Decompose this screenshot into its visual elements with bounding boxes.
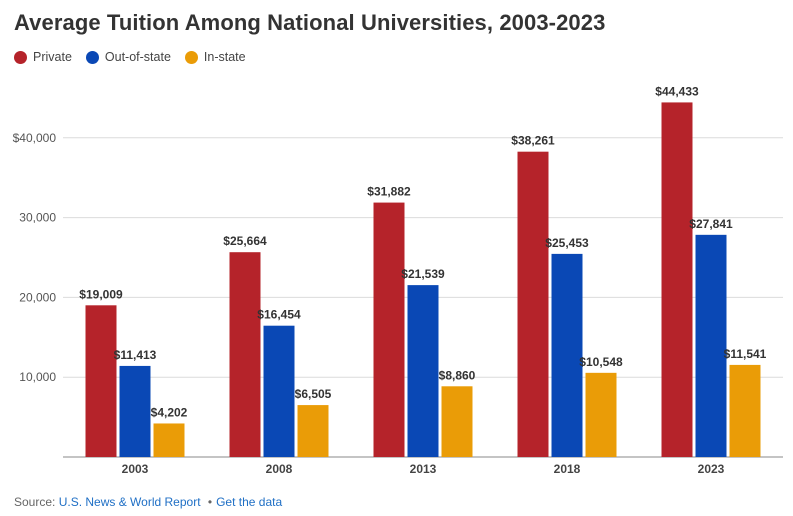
legend: Private Out-of-state In-state: [14, 50, 260, 64]
x-tick-label: 2008: [266, 462, 293, 476]
legend-swatch-out-of-state: [85, 50, 99, 64]
legend-swatch-in-state: [184, 50, 198, 64]
source-link[interactable]: U.S. News & World Report: [58, 495, 201, 509]
chart-title: Average Tuition Among National Universit…: [14, 10, 606, 35]
y-tick-label: 10,000: [19, 370, 56, 384]
bar-in-state-2003: [153, 423, 185, 457]
data-label: $10,548: [579, 355, 623, 369]
data-label: $38,261: [511, 134, 555, 148]
data-label: $21,539: [401, 267, 445, 281]
legend-item-in-state: In-state: [184, 50, 246, 64]
bar-out-of-state-2013: [407, 285, 439, 457]
data-label: $6,505: [295, 387, 332, 401]
data-label: $11,413: [114, 348, 157, 362]
bar-in-state-2018: [585, 372, 617, 457]
data-label: $31,882: [367, 185, 411, 199]
data-label: $8,860: [439, 368, 476, 382]
legend-label-out-of-state: Out-of-state: [104, 50, 171, 64]
bar-private-2023: [661, 102, 693, 458]
legend-item-out-of-state: Out-of-state: [85, 50, 171, 64]
get-data-link[interactable]: Get the data: [216, 495, 283, 509]
footer: Source: U.S. News & World Report • Get th…: [14, 495, 282, 509]
x-tick-label: 2003: [122, 462, 149, 476]
y-tick-label: 30,000: [19, 211, 56, 225]
source-label: Source:: [14, 495, 56, 509]
y-tick-label: 20,000: [19, 290, 56, 304]
legend-label-private: Private: [33, 50, 72, 64]
x-tick-label: 2013: [410, 462, 437, 476]
bar-private-2013: [373, 202, 405, 457]
data-label: $16,454: [257, 308, 301, 322]
bar-out-of-state-2018: [551, 253, 583, 457]
data-label: $27,841: [689, 217, 733, 231]
bar-out-of-state-2003: [119, 365, 151, 457]
bar-out-of-state-2023: [695, 234, 727, 457]
legend-label-in-state: In-state: [203, 50, 246, 64]
data-label: $25,664: [223, 234, 267, 248]
data-label: $25,453: [545, 236, 589, 250]
legend-item-private: Private: [14, 50, 72, 64]
bar-in-state-2008: [297, 405, 329, 457]
data-label: $44,433: [655, 84, 699, 98]
bar-out-of-state-2008: [263, 325, 295, 457]
footer-separator: •: [207, 495, 213, 509]
bar-in-state-2023: [729, 364, 761, 457]
bar-in-state-2013: [441, 386, 473, 457]
y-tick-label: $40,000: [13, 131, 57, 145]
bar-private-2008: [229, 252, 261, 457]
data-label: $19,009: [79, 287, 123, 301]
x-tick-label: 2018: [554, 462, 581, 476]
bar-private-2003: [85, 305, 117, 457]
data-label: $11,541: [724, 347, 767, 361]
legend-swatch-private: [14, 50, 27, 64]
bar-private-2018: [517, 151, 549, 457]
data-label: $4,202: [151, 405, 188, 419]
x-tick-label: 2023: [698, 462, 725, 476]
